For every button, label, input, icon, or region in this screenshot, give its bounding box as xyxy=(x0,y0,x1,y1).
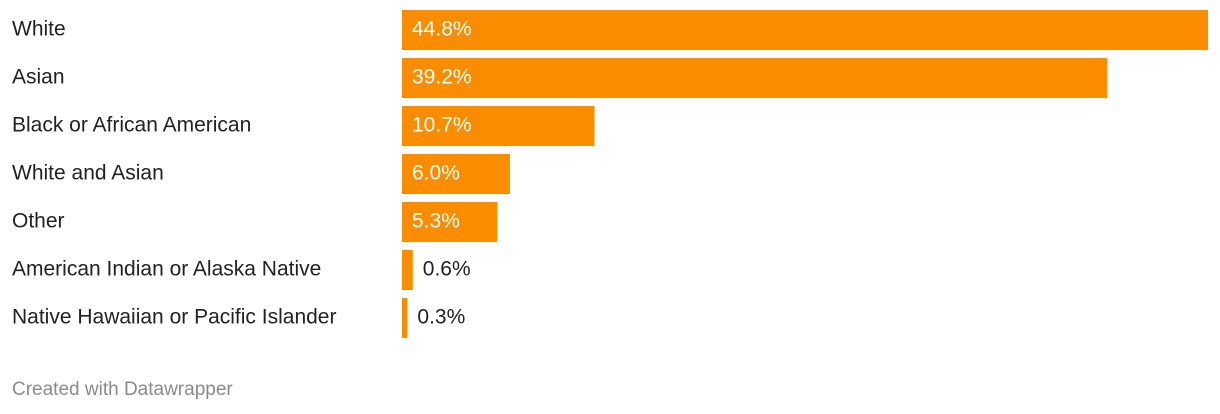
category-label: Other xyxy=(12,210,65,233)
category-label: American Indian or Alaska Native xyxy=(12,258,321,281)
value-label: 10.7% xyxy=(412,114,472,137)
bar xyxy=(402,250,413,290)
category-label: Asian xyxy=(12,66,65,89)
value-label: 6.0% xyxy=(412,162,460,185)
category-label: White xyxy=(12,18,66,41)
bar xyxy=(402,298,408,338)
bar xyxy=(402,106,595,146)
bar xyxy=(402,58,1108,98)
value-label: 0.6% xyxy=(423,258,471,281)
value-label: 0.3% xyxy=(417,306,465,329)
category-label: Native Hawaiian or Pacific Islander xyxy=(12,306,336,329)
bar xyxy=(402,154,510,194)
credit: Created with Datawrapper xyxy=(12,379,233,400)
value-label: 5.3% xyxy=(412,210,460,233)
category-label: White and Asian xyxy=(12,162,164,185)
category-label: Black or African American xyxy=(12,114,251,137)
bar xyxy=(402,202,498,242)
value-label: 44.8% xyxy=(412,18,472,41)
value-label: 39.2% xyxy=(412,66,472,89)
bar xyxy=(402,10,1208,50)
